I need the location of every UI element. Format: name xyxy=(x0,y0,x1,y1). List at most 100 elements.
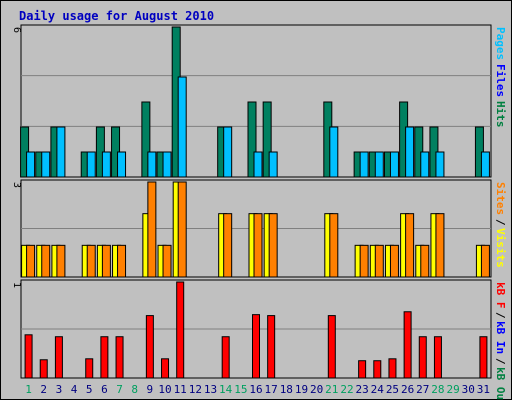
bar-sites-day-5 xyxy=(86,244,96,278)
bar-sites-day-6 xyxy=(101,244,111,278)
legend-visits-sites-2: Visits xyxy=(494,228,507,268)
bar-hits-day-9 xyxy=(141,101,151,178)
legend-kbytes-1: / xyxy=(494,312,507,319)
bar-kb-f-day-2 xyxy=(39,359,48,379)
bar-sites-day-28 xyxy=(435,213,445,278)
bar-kb-f-day-21 xyxy=(327,315,336,379)
bar-kb-f-day-14 xyxy=(221,336,230,379)
y-max-label: 1 xyxy=(11,282,22,288)
x-tick-label-day-6: 6 xyxy=(101,383,108,396)
x-tick-label-day-28: 28 xyxy=(431,383,444,396)
x-tick-label-day-3: 3 xyxy=(56,383,63,396)
bar-sites-day-9 xyxy=(147,181,157,278)
bar-sites-day-26 xyxy=(405,213,415,278)
x-tick-label-day-13: 13 xyxy=(204,383,217,396)
y-max-label: 6 xyxy=(11,27,22,33)
bar-kb-f-day-10 xyxy=(161,358,170,379)
x-tick-label-day-18: 18 xyxy=(280,383,293,396)
x-tick-label-day-10: 10 xyxy=(158,383,171,396)
bar-kb-f-day-9 xyxy=(145,315,154,379)
bar-pages-day-6 xyxy=(101,151,111,178)
legend-kbytes-2: kB In xyxy=(494,321,507,354)
bar-kb-f-day-1 xyxy=(24,334,33,379)
x-tick-label-day-5: 5 xyxy=(86,383,93,396)
bar-pages-day-2 xyxy=(41,151,51,178)
bar-hits-day-16 xyxy=(247,101,257,178)
chart-panel-kbytes: 1 kB F / kB In / kB Out xyxy=(11,279,507,405)
x-tick-label-day-16: 16 xyxy=(249,383,262,396)
bar-sites-day-27 xyxy=(420,244,430,278)
bar-pages-day-7 xyxy=(117,151,127,178)
legend-kbytes-4: kB Out xyxy=(494,367,507,400)
bar-sites-day-2 xyxy=(41,244,51,278)
x-tick-label-day-23: 23 xyxy=(356,383,369,396)
bar-kb-f-day-16 xyxy=(252,314,260,379)
bar-pages-day-31 xyxy=(480,151,490,178)
bar-sites-day-1 xyxy=(26,244,36,278)
bar-pages-day-16 xyxy=(253,151,263,178)
bar-kb-f-day-26 xyxy=(403,311,412,379)
x-tick-label-day-31: 31 xyxy=(477,383,490,396)
bar-kb-f-day-6 xyxy=(100,336,109,379)
bar-pages-day-23 xyxy=(359,151,369,178)
chart-panel-hits-files-pages: 6 Pages Files Hits xyxy=(11,24,507,178)
bar-pages-day-10 xyxy=(162,151,172,178)
x-tick-label-day-24: 24 xyxy=(371,383,385,396)
bar-sites-day-21 xyxy=(329,213,339,278)
x-tick-label-day-22: 22 xyxy=(340,383,353,396)
bar-sites-day-11 xyxy=(177,181,187,278)
bar-sites-day-14 xyxy=(223,213,233,278)
bar-kb-f-day-3 xyxy=(54,336,63,379)
bar-pages-day-3 xyxy=(56,126,66,178)
bar-pages-day-9 xyxy=(147,151,157,178)
bar-sites-day-3 xyxy=(56,244,66,278)
x-tick-label-day-1: 1 xyxy=(25,383,32,396)
bar-kb-f-day-24 xyxy=(373,360,382,379)
bar-kb-f-day-25 xyxy=(388,358,397,379)
bar-pages-day-11 xyxy=(177,76,187,178)
bar-kb-f-day-11 xyxy=(176,281,185,379)
bar-kb-f-day-27 xyxy=(418,336,427,379)
bar-pages-day-26 xyxy=(405,126,415,178)
x-tick-label-day-26: 26 xyxy=(401,383,414,396)
bar-pages-day-5 xyxy=(86,151,96,178)
bar-kb-f-day-31 xyxy=(479,336,488,379)
bar-sites-day-7 xyxy=(117,244,127,278)
legend-hits-files-pages-0: Pages xyxy=(494,27,507,60)
bar-sites-day-23 xyxy=(359,244,369,278)
x-tick-label-day-15: 15 xyxy=(234,383,247,396)
legend-hits-files-pages-2: Hits xyxy=(494,101,507,128)
x-tick-label-day-27: 27 xyxy=(416,383,429,396)
legend-visits-sites-0: Sites xyxy=(494,182,507,215)
x-tick-label-day-12: 12 xyxy=(189,383,202,396)
x-tick-label-day-8: 8 xyxy=(131,383,138,396)
x-tick-label-day-29: 29 xyxy=(446,383,459,396)
bar-pages-day-28 xyxy=(435,151,445,178)
x-tick-label-day-17: 17 xyxy=(265,383,278,396)
bar-pages-day-27 xyxy=(420,151,430,178)
bar-kb-f-day-28 xyxy=(433,336,442,379)
x-tick-label-day-11: 11 xyxy=(174,383,187,396)
bar-sites-day-24 xyxy=(374,244,384,278)
bar-sites-day-25 xyxy=(389,244,399,278)
bar-kb-f-day-17 xyxy=(267,315,276,379)
chart-title: Daily usage for August 2010 xyxy=(19,9,214,23)
x-tick-label-day-21: 21 xyxy=(325,383,338,396)
bar-pages-day-1 xyxy=(26,151,36,178)
x-tick-label-day-19: 19 xyxy=(295,383,308,396)
bar-pages-day-17 xyxy=(268,151,278,178)
bar-pages-day-24 xyxy=(374,151,384,178)
x-tick-label-day-9: 9 xyxy=(147,383,154,396)
bar-kb-f-day-7 xyxy=(115,336,124,379)
bar-sites-day-17 xyxy=(268,213,278,278)
x-tick-label-day-4: 4 xyxy=(71,383,78,396)
legend-hits-files-pages-1: Files xyxy=(494,64,507,97)
bar-pages-day-25 xyxy=(389,151,399,178)
bar-kb-f-day-5 xyxy=(85,358,94,379)
x-tick-label-day-20: 20 xyxy=(310,383,323,396)
chart-panel-visits-sites: 3 Sites / Visits xyxy=(11,179,507,278)
x-tick-label-day-30: 30 xyxy=(462,383,475,396)
bar-kb-f-day-23 xyxy=(358,360,367,379)
bar-pages-day-21 xyxy=(329,126,339,178)
